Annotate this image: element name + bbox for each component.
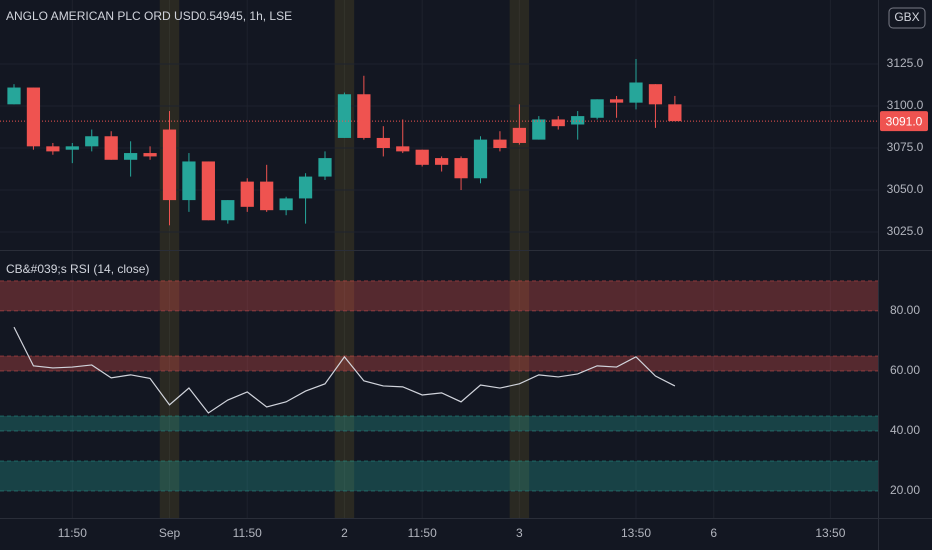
candle-body [7, 87, 21, 105]
y-tick-label: 80.00 [890, 303, 920, 317]
candle-body [182, 161, 196, 201]
last-price-box [880, 111, 928, 132]
currency: GBX [894, 10, 919, 24]
candle-body [298, 176, 313, 199]
y-tick-label: 3125.0 [887, 56, 924, 70]
candle-body [454, 158, 468, 179]
candle-body [551, 119, 565, 127]
x-tick-label: 3 [516, 526, 523, 540]
candle-body [532, 119, 546, 140]
session-highlight [334, 0, 355, 518]
candle-body [240, 181, 254, 207]
rsi-band [0, 355, 878, 371]
y-tick-label: 3025.0 [887, 224, 924, 238]
under-layer [0, 0, 878, 518]
x-tick-label: 11:50 [58, 526, 87, 540]
candle-body [46, 146, 60, 152]
candle-body [590, 99, 604, 118]
candle-body [221, 200, 235, 221]
session-highlight [509, 0, 530, 518]
mark-layer [0, 58, 878, 414]
x-tick-label: Sep [159, 526, 181, 540]
candle-body [396, 146, 410, 152]
candle-body [512, 127, 526, 143]
candle-body [648, 84, 663, 105]
candle-body [435, 158, 449, 165]
rsi-line [13, 326, 676, 414]
candle-body [85, 136, 99, 147]
rsi-band [0, 415, 878, 431]
candle-body [571, 116, 585, 125]
candle-body [629, 82, 643, 103]
rsi-band [0, 280, 878, 311]
session-highlight [159, 0, 180, 518]
candle-body [493, 139, 507, 149]
candle-body [104, 136, 118, 160]
candle-body [26, 87, 41, 147]
candle-body [337, 94, 352, 138]
candle-body [162, 129, 177, 201]
candle-body [357, 94, 371, 138]
indicator-title: CB&#039;s RSI (14, close) [6, 262, 149, 276]
y-tick-label: 3050.0 [887, 182, 924, 196]
y-tick-label: 40.00 [890, 423, 920, 437]
candle-body [143, 153, 157, 157]
candle-body [376, 137, 390, 149]
candle-body [609, 99, 624, 103]
candle-body [65, 146, 79, 150]
chart-title: ANGLO AMERICAN PLC ORD USD0.54945, 1h, L… [6, 9, 292, 23]
x-tick-label: 2 [341, 526, 348, 540]
currency-box[interactable] [888, 7, 926, 29]
candle-body [473, 139, 488, 179]
x-tick-label: 11:50 [408, 526, 437, 540]
rsi-band [0, 460, 878, 491]
y-tick-label: 3075.0 [887, 140, 924, 154]
candle-body [201, 161, 215, 221]
candle-body [279, 198, 293, 211]
last-price-label: 3091.0 [886, 114, 923, 128]
candle-body [668, 104, 682, 122]
x-tick-label: 13:50 [815, 526, 845, 540]
x-tick-label: 13:50 [621, 526, 651, 540]
x-tick-label: 11:50 [233, 526, 262, 540]
y-tick-label: 60.00 [890, 363, 920, 377]
y-tick-label: 20.00 [890, 483, 920, 497]
y-tick-label: 3100.0 [887, 98, 924, 112]
candle-body [124, 153, 138, 160]
candle-body [415, 149, 429, 165]
candle-body [260, 181, 274, 211]
x-tick-label: 6 [710, 526, 717, 540]
candle-body [318, 158, 332, 177]
